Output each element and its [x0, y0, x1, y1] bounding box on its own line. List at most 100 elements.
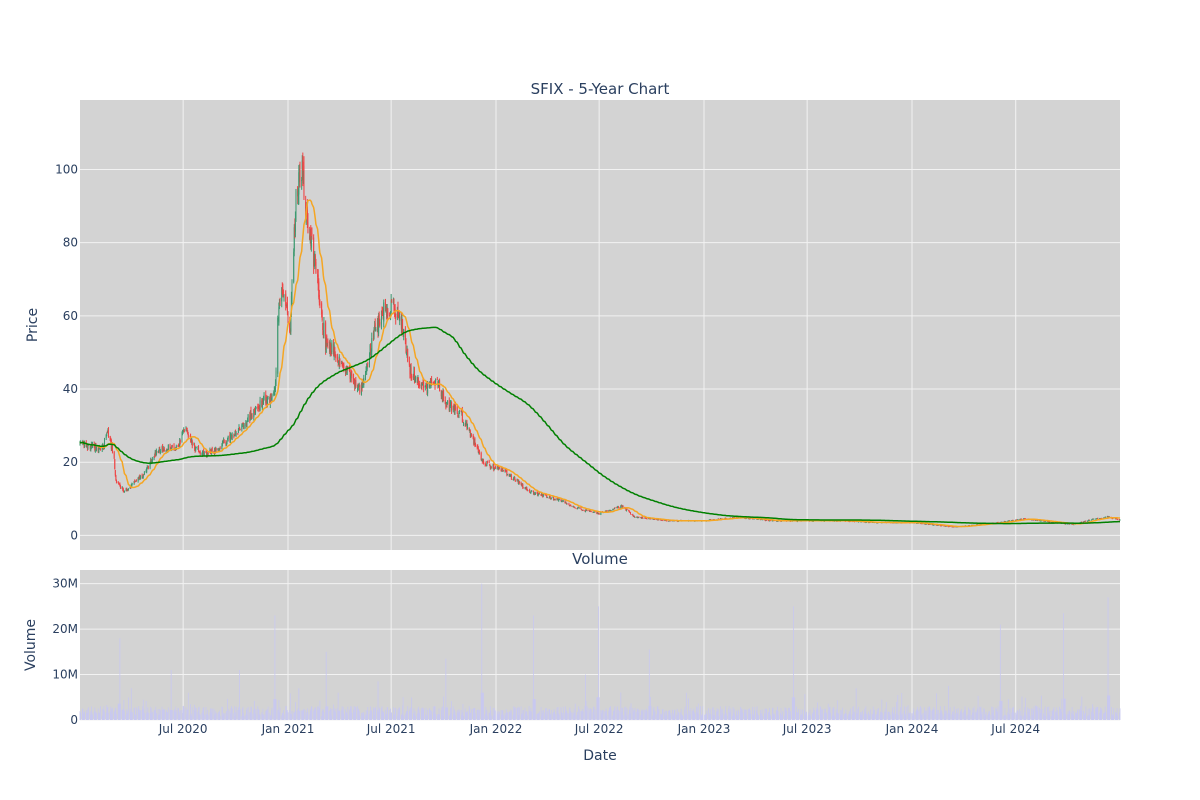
- volume-bar: [1011, 708, 1013, 720]
- volume-bar: [573, 708, 575, 720]
- candle-body: [401, 318, 403, 331]
- candle-body: [167, 444, 169, 451]
- candle-body: [123, 491, 125, 493]
- candle-body: [354, 381, 356, 387]
- volume-bar: [578, 706, 580, 720]
- candle-body: [255, 407, 257, 413]
- volume-bar: [389, 710, 390, 720]
- candle-body: [104, 439, 106, 448]
- volume-bar: [606, 710, 607, 720]
- volume-bar: [337, 692, 339, 720]
- volume-bar: [995, 708, 997, 720]
- volume-bar: [676, 714, 678, 720]
- candle-body: [1096, 518, 1098, 519]
- candle-body: [118, 483, 120, 485]
- volume-bar: [450, 707, 451, 720]
- candle-body: [877, 522, 879, 524]
- volume-bar: [742, 712, 744, 720]
- volume-bar: [226, 715, 228, 720]
- volume-bar: [640, 715, 642, 720]
- candle-body: [1091, 519, 1093, 521]
- candle-body: [474, 439, 476, 445]
- volume-bar: [536, 713, 538, 720]
- candle-body: [207, 452, 209, 454]
- volume-bar: [1023, 715, 1025, 720]
- candle-body: [478, 452, 480, 454]
- volume-bar: [724, 714, 725, 720]
- candle-body: [301, 180, 303, 181]
- volume-bar: [297, 708, 299, 720]
- candle-body: [677, 521, 679, 523]
- volume-bar: [857, 713, 859, 720]
- candle-body: [534, 492, 536, 495]
- volume-bar: [903, 710, 905, 720]
- candle-body: [462, 420, 464, 422]
- candle-body: [142, 474, 144, 478]
- volume-bar: [397, 708, 399, 720]
- candle-body: [533, 492, 535, 495]
- volume-bar: [672, 715, 674, 720]
- volume-bar: [147, 712, 149, 720]
- volume-bar: [487, 715, 488, 720]
- volume-bar: [1027, 707, 1029, 720]
- volume-bar: [275, 699, 276, 720]
- candle-body: [233, 436, 235, 437]
- volume-bar: [854, 711, 855, 720]
- volume-bar: [766, 709, 768, 720]
- candle-body: [1040, 520, 1042, 522]
- volume-bar: [146, 712, 148, 720]
- volume-bar: [442, 715, 444, 720]
- volume-bar: [1097, 707, 1099, 720]
- candle-body: [246, 421, 248, 426]
- volume-bar: [787, 707, 789, 720]
- candle-body: [1045, 520, 1047, 522]
- candle-body: [953, 526, 955, 528]
- candle-body: [493, 464, 495, 470]
- candle-body: [443, 392, 445, 399]
- candle-body: [1068, 523, 1070, 525]
- candle-body: [229, 434, 231, 442]
- volume-bar: [115, 708, 117, 720]
- volume-bar: [133, 707, 135, 720]
- candle-body: [122, 489, 124, 492]
- volume-bar: [634, 707, 636, 720]
- volume-bar: [786, 710, 788, 720]
- volume-bar: [917, 706, 919, 720]
- volume-bar: [514, 707, 516, 720]
- volume-bar: [235, 712, 236, 720]
- volume-bar: [553, 712, 554, 720]
- volume-bar: [897, 715, 899, 720]
- candle-body: [588, 510, 590, 512]
- candle-body: [753, 518, 755, 520]
- candle-body: [724, 517, 726, 520]
- volume-bar: [299, 710, 301, 720]
- candle-body: [548, 497, 550, 499]
- volume-bar: [1000, 700, 1002, 720]
- volume-bar: [1061, 698, 1063, 720]
- volume-bar: [165, 711, 167, 720]
- volume-bar: [875, 714, 877, 720]
- volume-bar: [182, 706, 184, 720]
- candle-body: [143, 474, 145, 476]
- volume-bar: [1093, 713, 1095, 720]
- volume-bar: [186, 714, 187, 720]
- volume-bar: [932, 710, 934, 720]
- volume-bar: [330, 708, 332, 720]
- candle-body: [488, 460, 490, 463]
- candle-body: [414, 371, 416, 381]
- volume-bar: [231, 708, 233, 720]
- volume-bar: [387, 707, 389, 720]
- candle-body: [171, 445, 173, 447]
- candle-body: [600, 512, 602, 515]
- candle-body: [948, 526, 950, 528]
- volume-bar: [997, 712, 998, 720]
- volume-bar: [287, 712, 289, 720]
- candle-body: [1008, 520, 1010, 522]
- candle-body: [191, 440, 193, 443]
- candle-body: [529, 489, 531, 492]
- candle-body: [155, 452, 157, 456]
- candle-body: [618, 507, 620, 509]
- volume-bar: [600, 710, 602, 720]
- candle-body: [425, 383, 427, 387]
- volume-bar: [1072, 711, 1074, 720]
